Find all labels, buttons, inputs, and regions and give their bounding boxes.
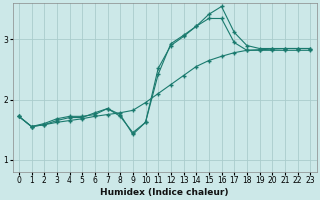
X-axis label: Humidex (Indice chaleur): Humidex (Indice chaleur): [100, 188, 229, 197]
